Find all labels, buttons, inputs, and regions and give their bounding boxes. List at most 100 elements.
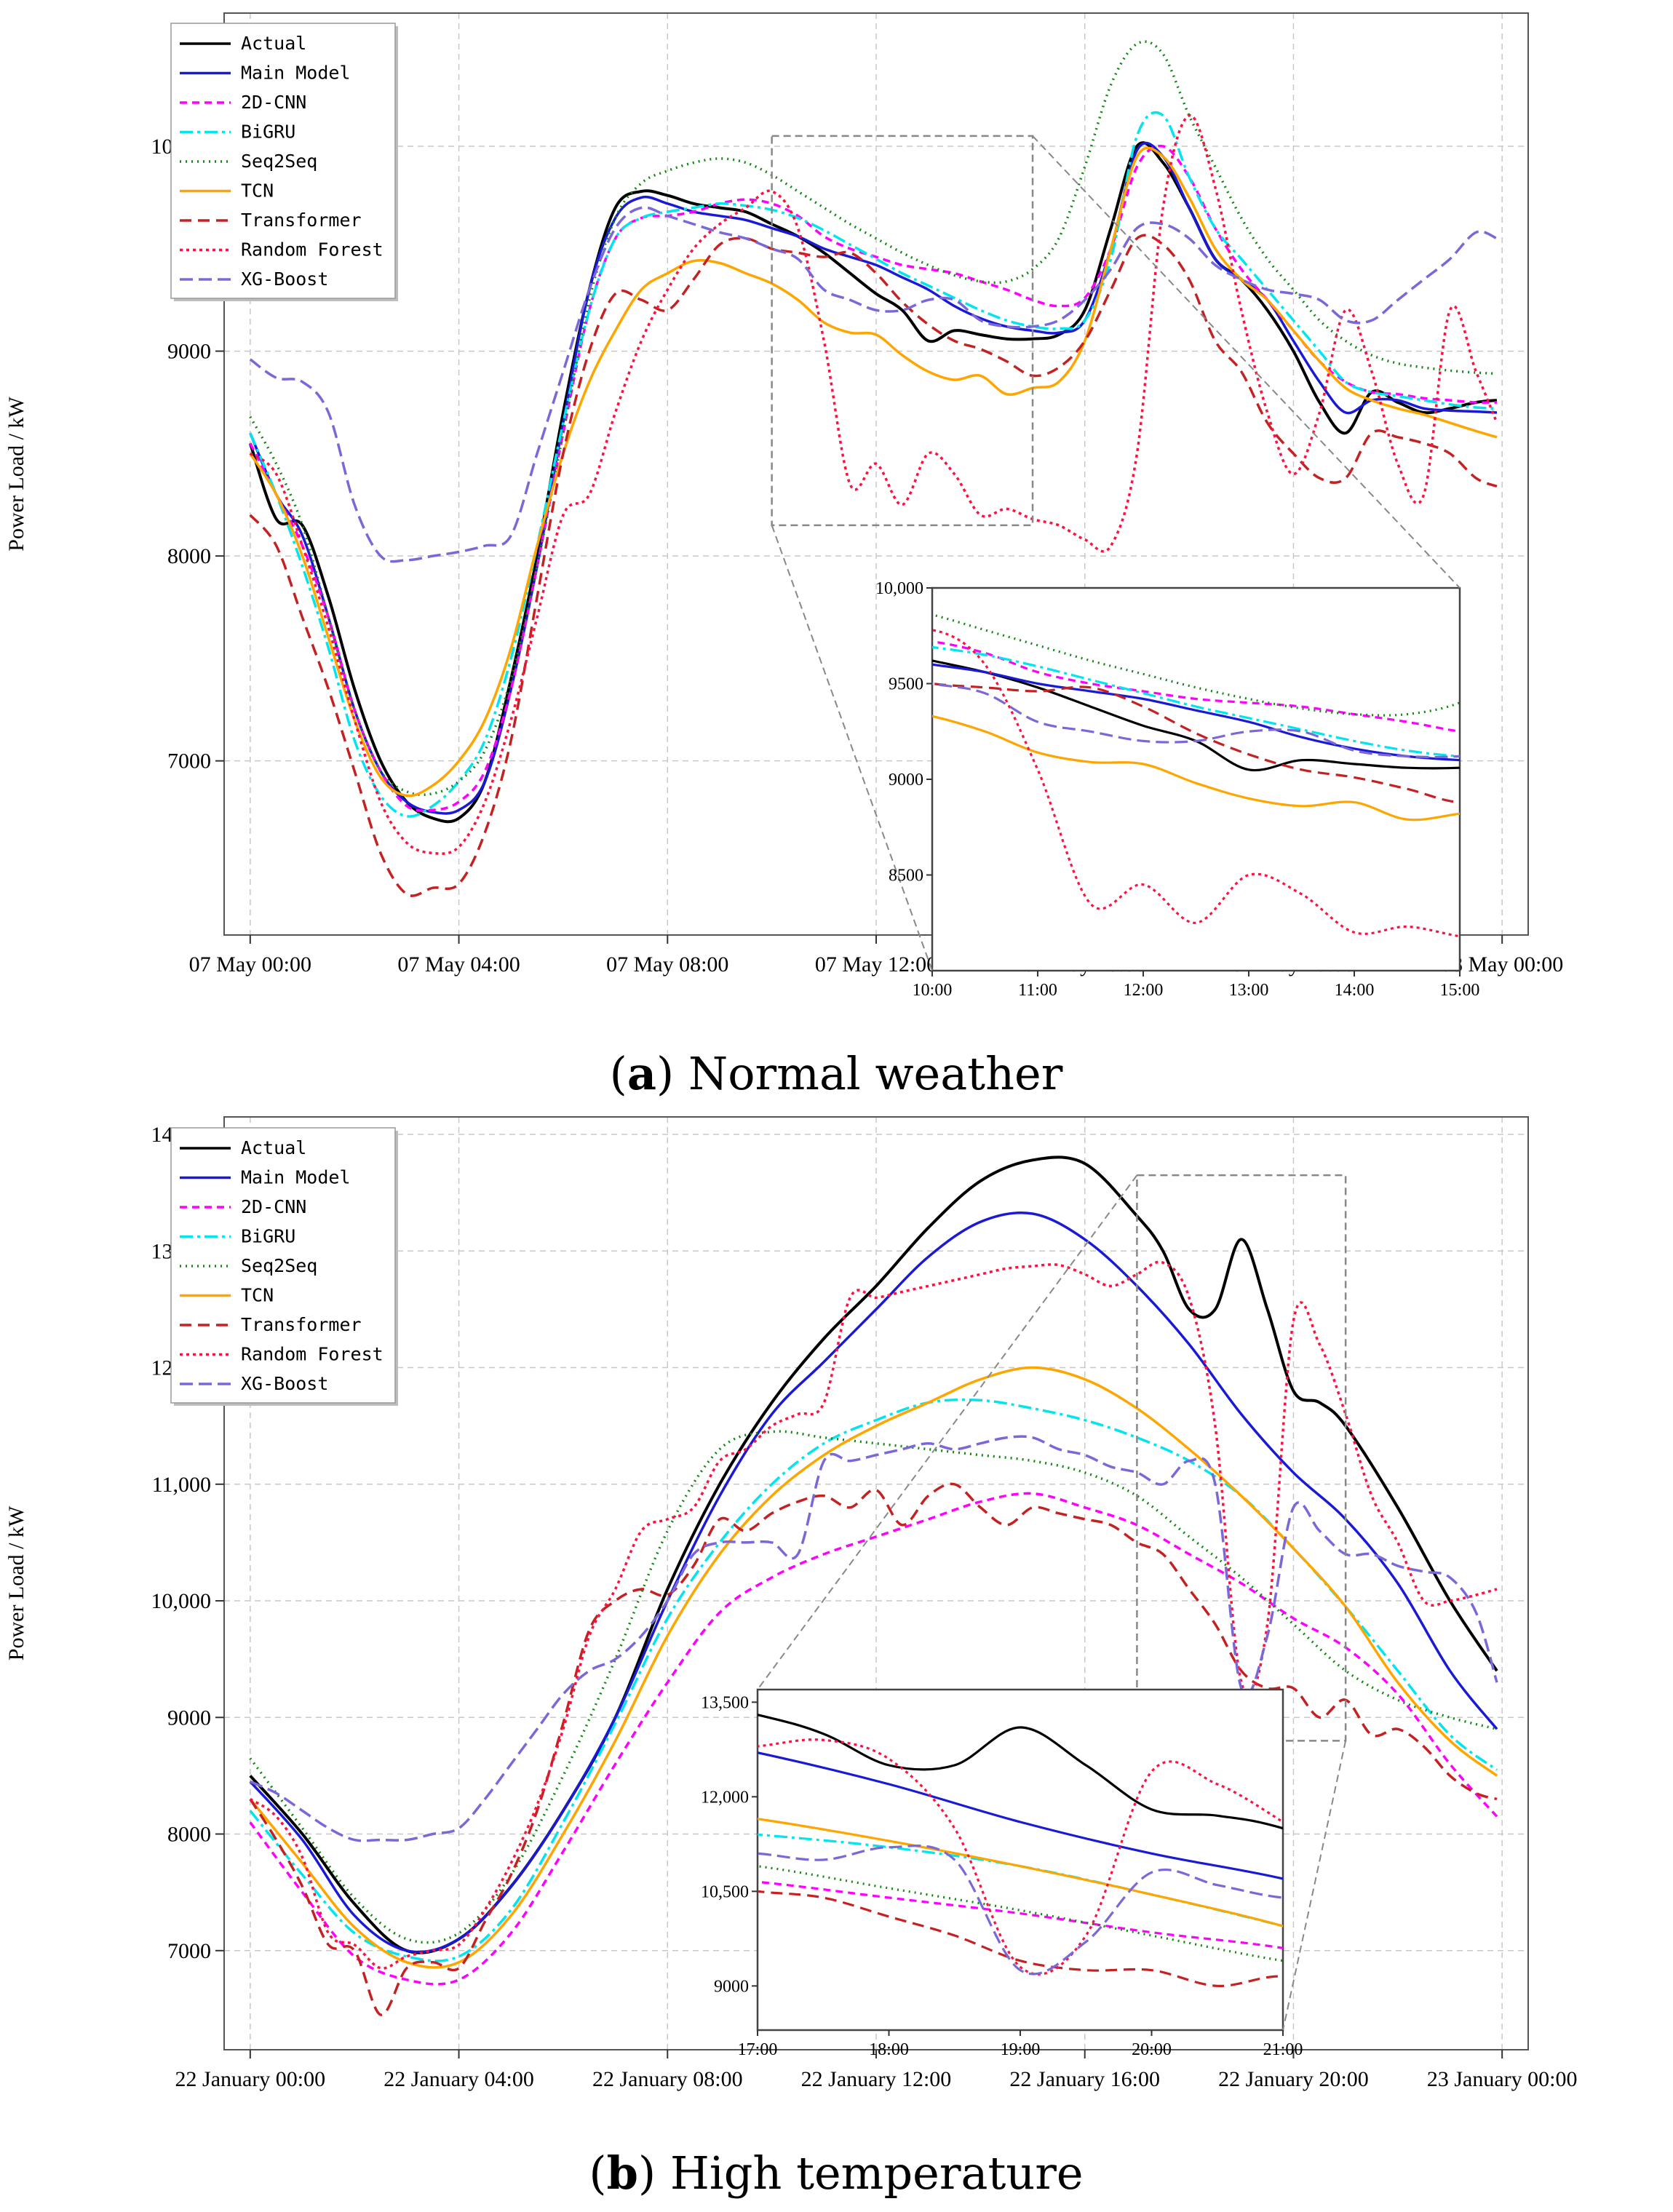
legend-label: Main Model bbox=[241, 1167, 351, 1188]
inset-x-tick-label: 20:00 bbox=[1132, 2040, 1172, 2059]
inset-x-tick-label: 18:00 bbox=[869, 2040, 909, 2059]
inset-x-tick-label: 14:00 bbox=[1335, 981, 1375, 1000]
legend-label: Seq2Seq bbox=[241, 1255, 317, 1276]
inset-y-tick-label: 10,500 bbox=[701, 1882, 749, 1901]
series-line-tcn bbox=[249, 1366, 1498, 1969]
legend-label: XG-Boost bbox=[241, 268, 328, 290]
grid-lines bbox=[224, 13, 1528, 935]
legend-label: 2D-CNN bbox=[241, 92, 306, 113]
zoom-connector-left bbox=[757, 1174, 1138, 1690]
legend-label: TCN bbox=[241, 180, 274, 202]
legend-label: Seq2Seq bbox=[241, 151, 317, 172]
inset-x-tick-label: 11:00 bbox=[1018, 981, 1057, 1000]
series-line-bigru bbox=[249, 111, 1498, 818]
legend-label: TCN bbox=[241, 1285, 274, 1306]
inset-series-line-xg-boost bbox=[932, 682, 1460, 759]
series-line-transformer bbox=[249, 1482, 1498, 2016]
x-tick-label: 07 May 12:00 bbox=[815, 952, 937, 976]
inset-series-line-random-forest bbox=[758, 1738, 1283, 1976]
series-line-random-forest bbox=[249, 114, 1498, 855]
inset-x-tick-label: 15:00 bbox=[1440, 981, 1480, 1000]
caption-b: (b) High temperature bbox=[589, 2147, 1083, 2200]
x-tick-label: 22 January 00:00 bbox=[175, 2067, 326, 2091]
legend-label: Actual bbox=[241, 1137, 306, 1158]
caption-a: (a) Normal weather bbox=[610, 1047, 1063, 1100]
legend-label: BiGRU bbox=[241, 122, 295, 143]
inset-x-tick-label: 10:00 bbox=[913, 981, 953, 1000]
inset-series-line-2d-cnn bbox=[932, 640, 1460, 733]
series-line-xg-boost bbox=[249, 206, 1498, 563]
inset-series-line-transformer bbox=[758, 1890, 1283, 1987]
inset-series-line-2d-cnn bbox=[758, 1880, 1283, 1949]
inset-y-tick-label: 10,000 bbox=[875, 579, 923, 598]
inset-series-group bbox=[758, 1714, 1283, 1987]
legend-label: Actual bbox=[241, 33, 306, 54]
x-tick-label: 22 January 04:00 bbox=[384, 2067, 534, 2091]
y-tick-label: 8000 bbox=[167, 1823, 211, 1847]
x-tick-label: 07 May 04:00 bbox=[397, 952, 520, 976]
inset-y-tick-label: 12,000 bbox=[701, 1788, 749, 1807]
legend-label: 2D-CNN bbox=[241, 1196, 306, 1217]
y-tick-label: 7000 bbox=[167, 1939, 211, 1963]
inset-series-line-bigru bbox=[932, 645, 1460, 758]
inset-y-tick-label: 13,500 bbox=[701, 1693, 749, 1712]
inset-series-line-main-model bbox=[932, 663, 1460, 762]
series-line-main-model bbox=[249, 141, 1498, 815]
zoom-connector-right bbox=[1032, 135, 1461, 589]
inset-series-group bbox=[932, 613, 1460, 938]
y-tick-label: 11,000 bbox=[152, 1473, 211, 1497]
inset-x-tick-label: 13:00 bbox=[1229, 981, 1269, 1000]
legend-label: Random Forest bbox=[241, 239, 384, 260]
inset-frame bbox=[756, 1688, 1284, 2032]
legend-label: Main Model bbox=[241, 63, 351, 84]
y-tick-label: 9000 bbox=[167, 340, 211, 364]
zoom-connector-right bbox=[1282, 1740, 1347, 2031]
series-group bbox=[248, 40, 1498, 897]
legend-label: Transformer bbox=[241, 1314, 362, 1335]
y-axis-label: Power Load / kW bbox=[4, 397, 28, 552]
series-group bbox=[249, 1155, 1498, 2016]
inset-y-tick-label: 9000 bbox=[889, 771, 923, 789]
x-tick-label: 23 January 00:00 bbox=[1427, 2067, 1578, 2091]
inset-series-line-tcn bbox=[758, 1818, 1283, 1927]
y-tick-label: 8000 bbox=[167, 544, 211, 568]
inset-x-tick-label: 12:00 bbox=[1124, 981, 1164, 1000]
inset-x-tick-label: 19:00 bbox=[1001, 2040, 1041, 2059]
inset-x-tick-label: 21:00 bbox=[1263, 2040, 1303, 2059]
y-axis-label: Power Load / kW bbox=[4, 1505, 28, 1660]
series-line-actual bbox=[248, 141, 1498, 824]
y-tick-label: 7000 bbox=[167, 749, 211, 773]
legend-label: Random Forest bbox=[241, 1344, 384, 1365]
inset-series-line-tcn bbox=[932, 715, 1460, 821]
zoom-region-box bbox=[771, 135, 1034, 527]
series-line-random-forest bbox=[249, 1260, 1498, 1970]
inset-y-tick-label: 8500 bbox=[889, 867, 923, 886]
x-tick-label: 22 January 12:00 bbox=[801, 2067, 952, 2091]
inset-series-line-transformer bbox=[932, 682, 1460, 804]
inset-frame bbox=[931, 586, 1461, 972]
x-tick-label: 22 January 08:00 bbox=[592, 2067, 743, 2091]
legend: Actual Main Model 2D-CNN BiGRU Seq2Seq TCN Tra… bbox=[170, 23, 398, 301]
chart-normal-weather: 07 May 00:00 07 May 04:00 07 May 08:00 07 M… bbox=[4, 12, 1563, 1000]
legend: Actual Main Model 2D-CNN BiGRU Seq2Seq TCN Tra… bbox=[170, 1127, 398, 1406]
inset-series-line-actual bbox=[758, 1714, 1283, 1830]
inset-series-line-seq2seq bbox=[932, 613, 1460, 717]
legend-label: XG-Boost bbox=[241, 1373, 328, 1394]
legend-box bbox=[170, 23, 396, 299]
inset-series-line-xg-boost bbox=[758, 1845, 1283, 1976]
inset-x-tick-label: 17:00 bbox=[738, 2040, 778, 2059]
inset-y-tick-label: 9000 bbox=[714, 1977, 749, 1996]
inset-series-line-random-forest bbox=[932, 629, 1460, 938]
series-line-2d-cnn bbox=[249, 1492, 1498, 1986]
chart-high-temperature: 22 January 00:00 22 January 04:00 22 Janua… bbox=[4, 1116, 1578, 2091]
y-tick-label: 9000 bbox=[167, 1706, 211, 1730]
series-line-main-model bbox=[249, 1211, 1498, 1954]
x-tick-label: 07 May 08:00 bbox=[606, 952, 728, 976]
y-tick-label: 10,000 bbox=[151, 1589, 212, 1613]
series-line-xg-boost bbox=[250, 1435, 1498, 1842]
x-tick-label: 22 January 20:00 bbox=[1218, 2067, 1369, 2091]
x-tick-label: 22 January 16:00 bbox=[1009, 2067, 1160, 2091]
inset-series-line-main-model bbox=[758, 1751, 1283, 1880]
legend-box bbox=[170, 1127, 396, 1404]
